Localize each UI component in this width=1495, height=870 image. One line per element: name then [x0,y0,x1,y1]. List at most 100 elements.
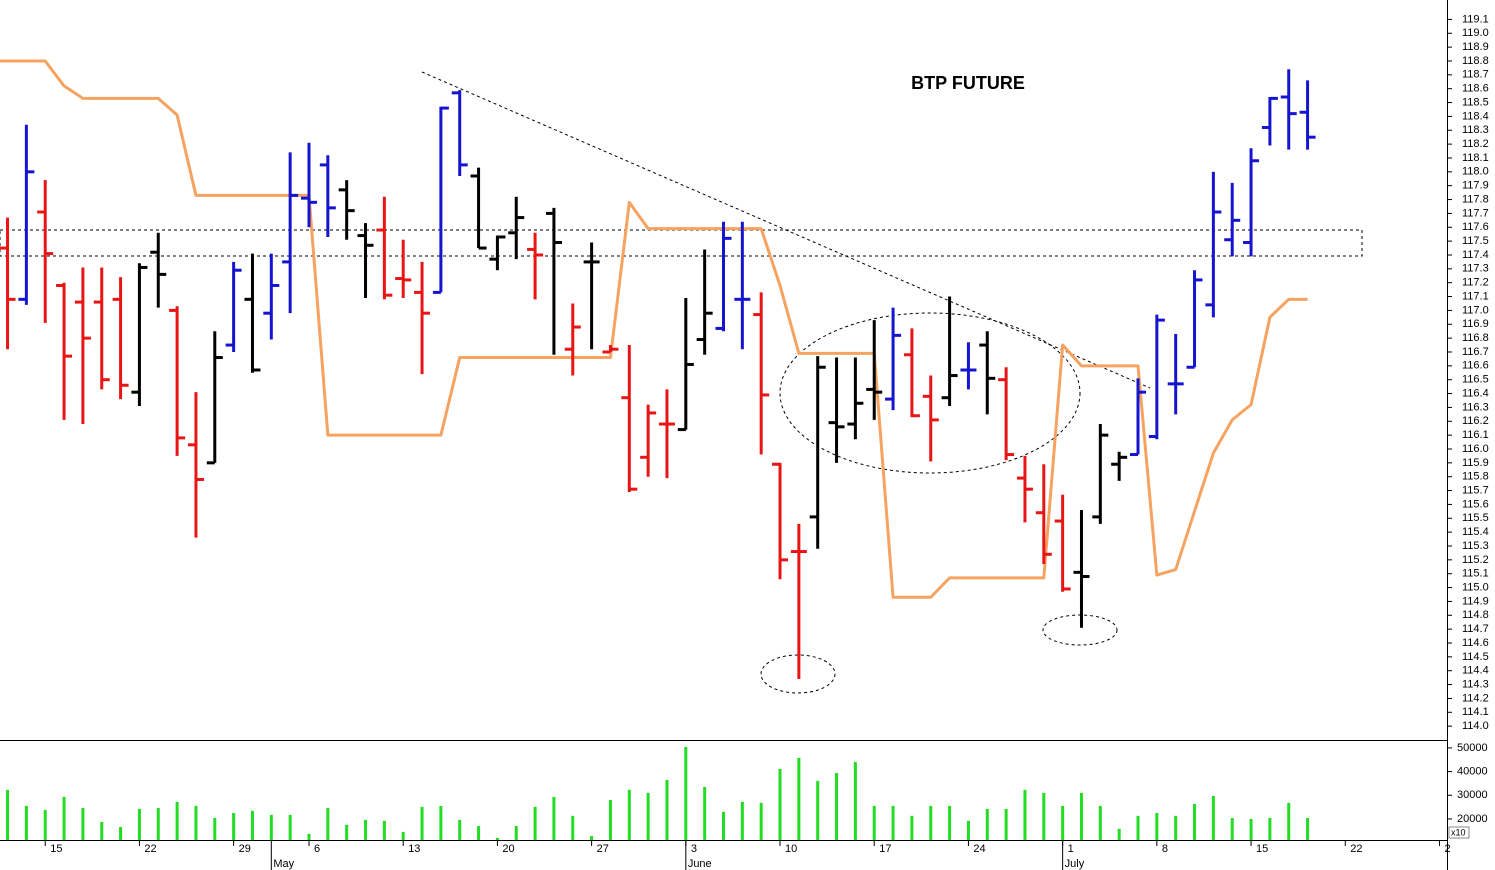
volume-bar [1306,817,1310,840]
x-tick-label: 17 [879,843,891,855]
volume-bar [477,826,481,840]
y-tick-label: 114.2 [1462,692,1489,704]
volume-bar [364,819,368,840]
y-tick-label: 117.6 [1462,221,1489,233]
volume-bar [1079,792,1083,840]
x-tick-label: 24 [973,843,985,855]
x-tick-label: 22 [144,843,156,855]
volume-bar [119,826,123,840]
x-tick-label: 13 [408,843,420,855]
volume-bar [891,805,895,840]
y-tick-label: 118.2 [1462,138,1489,150]
y-tick-label: 115.9 [1462,457,1489,469]
volume-bar [81,808,85,840]
volume-bar [24,805,28,840]
y-tick-label: 115.3 [1462,540,1489,552]
y-tick-label: 116.4 [1462,387,1489,399]
volume-bar [495,837,499,840]
volume-bar [1174,815,1178,840]
y-tick-label: 118.1 [1462,152,1489,164]
x-tick-label: 20 [502,843,514,855]
y-tick-label: 116.7 [1462,346,1489,358]
volume-bar [100,822,104,840]
volume-bar [1098,805,1102,840]
y-tick-label: 117.0 [1462,304,1489,316]
y-tick-label: 118.9 [1462,41,1489,53]
volume-bar [401,831,405,840]
trendline [421,71,1151,389]
volume-bar [646,792,650,840]
y-tick-label: 116.8 [1462,332,1489,344]
volume-bar [853,761,857,840]
volume-bar [382,820,386,840]
y-tick-label: 118.0 [1462,166,1489,178]
y-tick-label: 119.1 [1462,13,1489,25]
volume-bar [1230,817,1234,840]
y-tick-label: 117.2 [1462,277,1489,289]
y-tick-label: 118.6 [1462,83,1489,95]
y-tick-label: 116.9 [1462,318,1489,330]
y-tick-label: 114.4 [1462,665,1489,677]
y-tick-label: 118.7 [1462,69,1489,81]
volume-bar [194,805,198,840]
volume-bar [1155,813,1159,840]
y-tick-label: 117.5 [1462,235,1489,247]
x-tick-label: 6 [314,843,320,855]
y-tick-label: 118.3 [1462,124,1489,136]
y-tick-label: 117.8 [1462,193,1489,205]
y-tick-label: 117.3 [1462,263,1489,275]
volume-bar [684,746,688,840]
y-tick-label: 116.1 [1462,429,1489,441]
volume-bar [175,801,179,840]
y-tick-label: 117.1 [1462,290,1489,302]
x-tick-label: 10 [785,843,797,855]
volume-bar [966,820,970,840]
volume-bar [458,819,462,840]
low-ellipse [760,654,836,694]
y-tick-label: 115.0 [1462,581,1489,593]
y-tick-label: 114.7 [1462,623,1489,635]
y-tick-label: 30000 [1457,789,1488,801]
y-tick-label: 117.4 [1462,249,1489,261]
y-tick-label: 114.0 [1462,720,1489,732]
volume-bar [1042,792,1046,840]
volume-bar [929,805,933,840]
volume-bar [552,796,556,840]
volume-bar [514,826,518,840]
volume-bar [1061,805,1065,840]
volume-bar [232,813,236,840]
volume-bar [1117,828,1121,840]
y-tick-label: 114.1 [1462,706,1489,718]
y-tick-label: 119.0 [1462,27,1489,39]
unit-box [1448,826,1470,839]
y-tick-label: 115.4 [1462,526,1489,538]
volume-bar [439,805,443,840]
volume-bar [665,779,669,840]
y-tick-label: 114.6 [1462,637,1489,649]
volume-bar [703,786,707,840]
volume-bar [213,817,217,840]
volume-unit: x10 [1451,827,1466,837]
volume-bar [345,824,349,840]
volume-bar [1136,815,1140,840]
volume-bar [250,810,254,840]
volume-bar [156,808,160,840]
month-label: June [688,858,712,870]
y-tick-label: 114.9 [1462,595,1489,607]
y-tick-label: 116.2 [1462,415,1489,427]
y-tick-label: 117.7 [1462,207,1489,219]
y-tick-label: 117.9 [1462,180,1489,192]
x-tick-label: 3 [691,843,697,855]
volume-bar [590,835,594,840]
y-tick-label: 50000 [1457,742,1488,754]
y-tick-label: 116.0 [1462,443,1489,455]
x-tick-label: 22 [1350,843,1362,855]
chart-title: BTP FUTURE [911,73,1025,93]
y-tick-label: 118.8 [1462,55,1489,67]
y-tick-label: 114.3 [1462,678,1489,690]
y-tick-label: 20000 [1457,813,1488,825]
y-tick-label: 115.7 [1462,484,1489,496]
month-label: July [1065,858,1085,870]
y-tick-label: 114.5 [1462,651,1489,663]
